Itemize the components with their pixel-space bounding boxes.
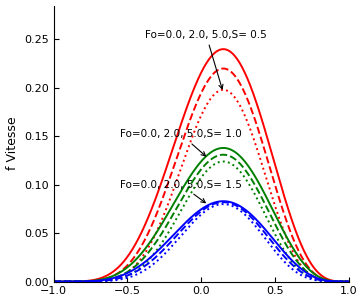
Text: Fo=0.0, 2.0, 5.0,S= 0.5: Fo=0.0, 2.0, 5.0,S= 0.5 — [145, 30, 267, 89]
Y-axis label: f Vitesse: f Vitesse — [5, 117, 19, 170]
Text: Fo=0.0, 2.0, 5.0,S= 1.0: Fo=0.0, 2.0, 5.0,S= 1.0 — [120, 129, 242, 156]
Text: Fo=0.0, 2.0, 5.0,S= 1.5: Fo=0.0, 2.0, 5.0,S= 1.5 — [120, 180, 242, 203]
